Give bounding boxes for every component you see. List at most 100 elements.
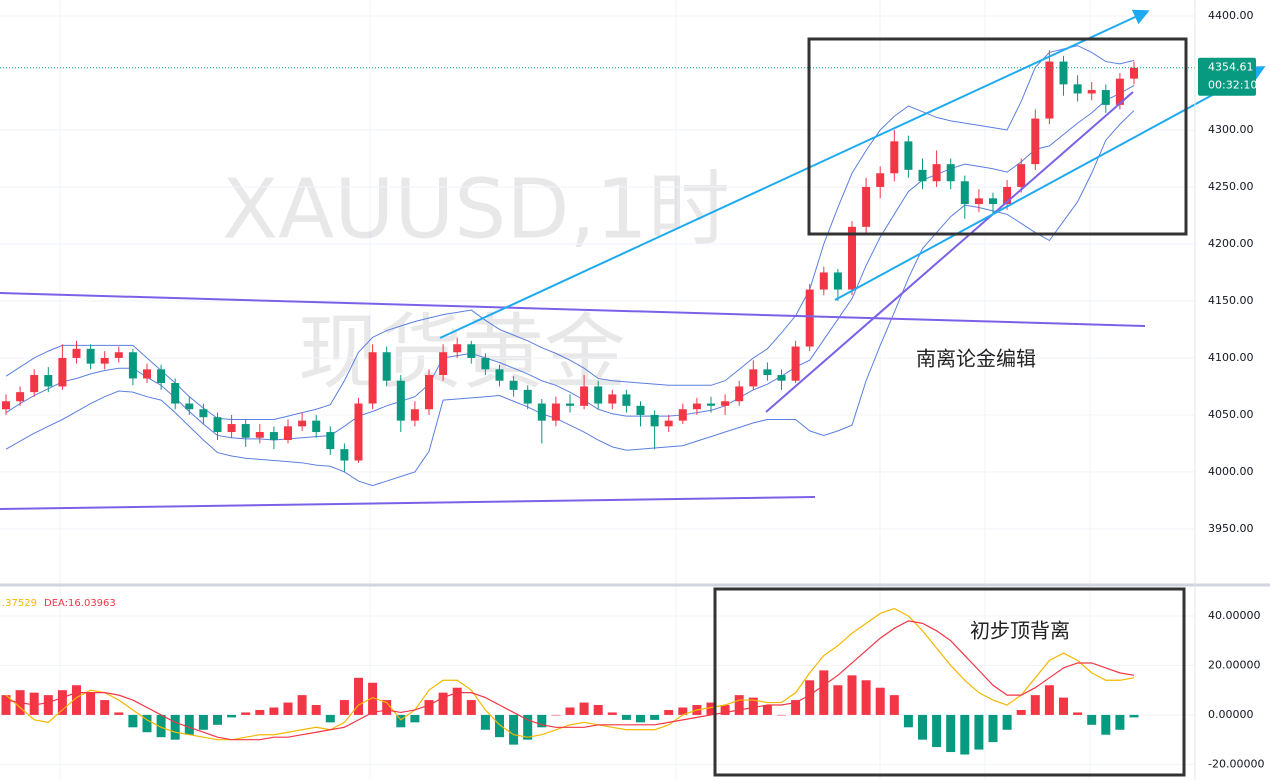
macd-bar [311, 705, 321, 715]
y-tick-label: 3950.00 [1208, 522, 1254, 535]
y-tick-label: 4000.00 [1208, 465, 1254, 478]
macd-bar [946, 714, 956, 753]
candle-body [608, 394, 617, 404]
macd-bar [128, 714, 138, 728]
macd-bar [1016, 709, 1026, 715]
dif-line [5, 607, 1135, 741]
macd-bar [523, 714, 533, 740]
last-price-label: 4354.61 [1208, 61, 1254, 74]
macd-bar [932, 714, 942, 748]
candle-body [396, 380, 405, 421]
macd-bar [861, 680, 871, 715]
candle-body [58, 357, 67, 387]
candle-body [805, 289, 814, 347]
candle-body [143, 369, 151, 379]
macd-bar [903, 714, 913, 728]
y-tick-label: 4400.00 [1208, 9, 1254, 22]
candle-body [453, 344, 462, 353]
candle-body [989, 198, 997, 205]
candle-body [946, 164, 955, 182]
candle-body [354, 403, 363, 461]
macd-bar [438, 692, 448, 715]
macd-bar [1044, 685, 1054, 715]
macd-bar [1059, 697, 1068, 715]
candle-body [86, 348, 95, 364]
macd-bar [255, 709, 265, 715]
bollinger-lower [5, 110, 1135, 487]
macd-bar [86, 692, 96, 715]
candle-body [721, 401, 730, 406]
candle-body [678, 409, 687, 421]
candle-body [30, 375, 39, 393]
candle-body [650, 414, 659, 427]
candle-body [904, 141, 913, 170]
candle-body [410, 409, 419, 421]
macd-bar [325, 714, 335, 723]
candle-body [974, 198, 983, 205]
macd-bar [170, 714, 180, 740]
candle-body [1031, 118, 1040, 165]
macd-bar [678, 707, 688, 715]
macd-bar [720, 705, 730, 715]
macd-bar [509, 714, 519, 745]
macd-bar [777, 714, 786, 716]
candle-body [636, 405, 645, 415]
macd-bar [72, 685, 81, 715]
macd-bar [1101, 714, 1111, 735]
macd-bar [889, 695, 899, 715]
macd-bar [974, 714, 984, 750]
candle-body [509, 380, 518, 390]
macd-bar [269, 707, 279, 715]
macd-bar [452, 687, 462, 715]
candle-body [664, 420, 673, 427]
macd-bar [241, 712, 251, 715]
macd-bar [1129, 714, 1139, 718]
candle-body [1115, 78, 1124, 105]
candle-body [1059, 61, 1068, 85]
candle-body [269, 432, 278, 441]
plot [0, 15, 1195, 765]
annotation: 初步顶背离 [970, 619, 1070, 643]
candle-body [382, 352, 391, 381]
macd-bar [1073, 712, 1083, 715]
candle-body [1087, 90, 1096, 94]
macd-bar [805, 680, 815, 715]
candle-body [255, 432, 264, 438]
candle-body [707, 403, 715, 406]
macd-bar [213, 714, 222, 725]
macd-bar [621, 714, 631, 720]
macd-bar [283, 702, 293, 715]
candle-body [1045, 61, 1054, 119]
watermark-subtitle: 现货黄金 [298, 305, 626, 400]
y-tick-label: -20.00000 [1208, 757, 1264, 770]
last-price-badge [1198, 57, 1256, 96]
candle-body [312, 420, 321, 433]
arrow-line [834, 66, 1266, 301]
macd-bar [396, 714, 406, 728]
y-tick-label: 4050.00 [1208, 408, 1254, 421]
macd-bar [988, 714, 998, 743]
candle-body [298, 420, 307, 427]
macd-bar [184, 714, 194, 735]
bollinger-middle [5, 85, 1135, 441]
macd-bar [424, 700, 434, 715]
y-tick-label: 20.00000 [1208, 658, 1261, 671]
trend-line [765, 91, 1134, 413]
candle-body [171, 383, 180, 404]
candle-body [848, 226, 856, 290]
macd-bar [762, 705, 772, 715]
macd-bar [466, 700, 476, 715]
candle-body [523, 389, 532, 404]
macd-bar [636, 714, 645, 723]
candle-body [439, 352, 448, 376]
y-tick-label: 0.00000 [1208, 708, 1254, 721]
macd-bar [410, 714, 420, 723]
macd-legend-dea: DEA:16.03963 [44, 598, 116, 609]
macd-bar [706, 702, 716, 715]
macd-bar [339, 700, 349, 715]
candle-body [425, 375, 433, 410]
candle-body [791, 346, 800, 381]
candle-body [890, 141, 899, 174]
candle-body [2, 401, 10, 410]
